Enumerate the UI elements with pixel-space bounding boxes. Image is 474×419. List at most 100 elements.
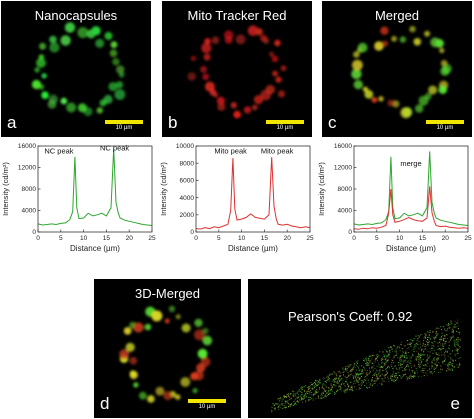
scatter-point <box>283 406 285 408</box>
scatter-point <box>389 349 391 351</box>
scatter-point <box>350 381 352 383</box>
scatter-point <box>365 363 366 365</box>
scatter-point <box>280 398 282 400</box>
fluorescent-spot <box>144 323 152 331</box>
scatter-point <box>442 338 444 340</box>
scatter-point <box>429 332 431 333</box>
scatter-point <box>309 385 311 387</box>
y-axis-label: Intensity (cd/m²) <box>317 162 326 216</box>
scatter-point <box>408 378 410 380</box>
scatter-point <box>392 370 394 372</box>
scatter-point <box>372 355 373 357</box>
scatter-point <box>390 375 392 377</box>
scatter-point <box>389 366 391 368</box>
panel-title: Merged <box>374 8 420 23</box>
scatter-point <box>353 364 355 366</box>
scatter-point <box>417 335 419 336</box>
fluorescent-spot <box>271 55 279 63</box>
scatter-point <box>398 362 399 363</box>
scatter-point <box>285 407 287 409</box>
scatter-point <box>457 352 459 354</box>
scatter-point <box>304 393 306 395</box>
scatter-point <box>449 363 451 365</box>
scatter-point <box>417 337 419 339</box>
scale-bar <box>426 120 464 124</box>
scatter-point <box>417 338 418 340</box>
scatter-point <box>377 378 379 380</box>
scatter-point <box>425 348 427 350</box>
scatter-point <box>400 364 402 366</box>
scatter-point <box>318 384 320 386</box>
scatter-point <box>321 393 322 395</box>
fluorescent-spot <box>119 349 130 360</box>
scatter-point <box>327 377 329 379</box>
scatter-point <box>390 376 392 378</box>
scatter-point <box>337 371 339 373</box>
scatter-point <box>436 364 437 366</box>
scatter-point <box>433 331 434 333</box>
scatter-point <box>402 376 404 378</box>
x-tick-label: 25 <box>148 235 156 242</box>
scatter-point <box>456 341 457 343</box>
scatter-point <box>329 378 330 380</box>
scatter-point <box>413 350 415 352</box>
scatter-point <box>419 359 421 361</box>
scatter-point <box>297 401 299 403</box>
scatter-point <box>274 405 275 406</box>
scatter-point <box>376 360 378 361</box>
x-tick-label: 0 <box>194 235 198 242</box>
scatter-point <box>441 332 443 334</box>
scatter-point <box>331 387 333 389</box>
scatter-point <box>376 357 378 359</box>
fluorescent-spot <box>428 85 438 95</box>
scatter-point <box>309 390 311 392</box>
scatter-point <box>429 331 431 333</box>
fluorescent-spot <box>77 27 89 39</box>
scatter-point <box>432 352 434 354</box>
scatter-point <box>402 362 404 364</box>
scatter-point <box>314 383 316 385</box>
scatter-point <box>287 393 289 395</box>
scatter-point <box>386 371 387 373</box>
scatter-point <box>446 370 448 372</box>
scatter-point <box>413 338 415 340</box>
scatter-point <box>456 349 458 351</box>
scatter-point <box>355 377 357 379</box>
scatter-point <box>452 360 454 362</box>
scatter-point <box>440 366 442 368</box>
scatter-point <box>277 398 279 400</box>
scatter-point <box>343 371 345 373</box>
scatter-point <box>423 370 425 371</box>
scatter-point <box>352 383 354 385</box>
scatter-point <box>453 326 455 328</box>
scatter-point <box>327 387 329 388</box>
scatter-point <box>374 375 376 376</box>
scatter-point <box>448 327 450 329</box>
scatter-point <box>280 403 282 405</box>
fluorescent-spot <box>175 314 181 320</box>
scatter-point <box>455 359 457 361</box>
scatter-point <box>298 396 300 398</box>
scatter-point <box>377 385 379 386</box>
scatter-point <box>315 384 317 386</box>
scatter-point <box>410 363 412 365</box>
scatter-point <box>408 339 410 341</box>
scatter-point <box>294 404 296 406</box>
scatter-point <box>394 349 396 351</box>
scatter-point <box>278 397 280 399</box>
scatter-point <box>324 380 326 382</box>
scatter-point <box>438 354 440 356</box>
scatter-point <box>398 368 400 370</box>
scatter-point <box>438 371 440 373</box>
fluorescent-spot <box>374 41 384 51</box>
scatter-point <box>336 389 338 391</box>
scatter-point <box>296 397 298 399</box>
scatter-point <box>309 396 311 398</box>
x-tick-label: 25 <box>306 235 314 242</box>
scatter-point <box>427 362 429 364</box>
scatter-point <box>319 379 321 381</box>
scatter-point <box>302 387 304 389</box>
scatter-point <box>414 345 416 347</box>
scatter-point <box>364 358 366 360</box>
scatter-point <box>431 367 433 369</box>
